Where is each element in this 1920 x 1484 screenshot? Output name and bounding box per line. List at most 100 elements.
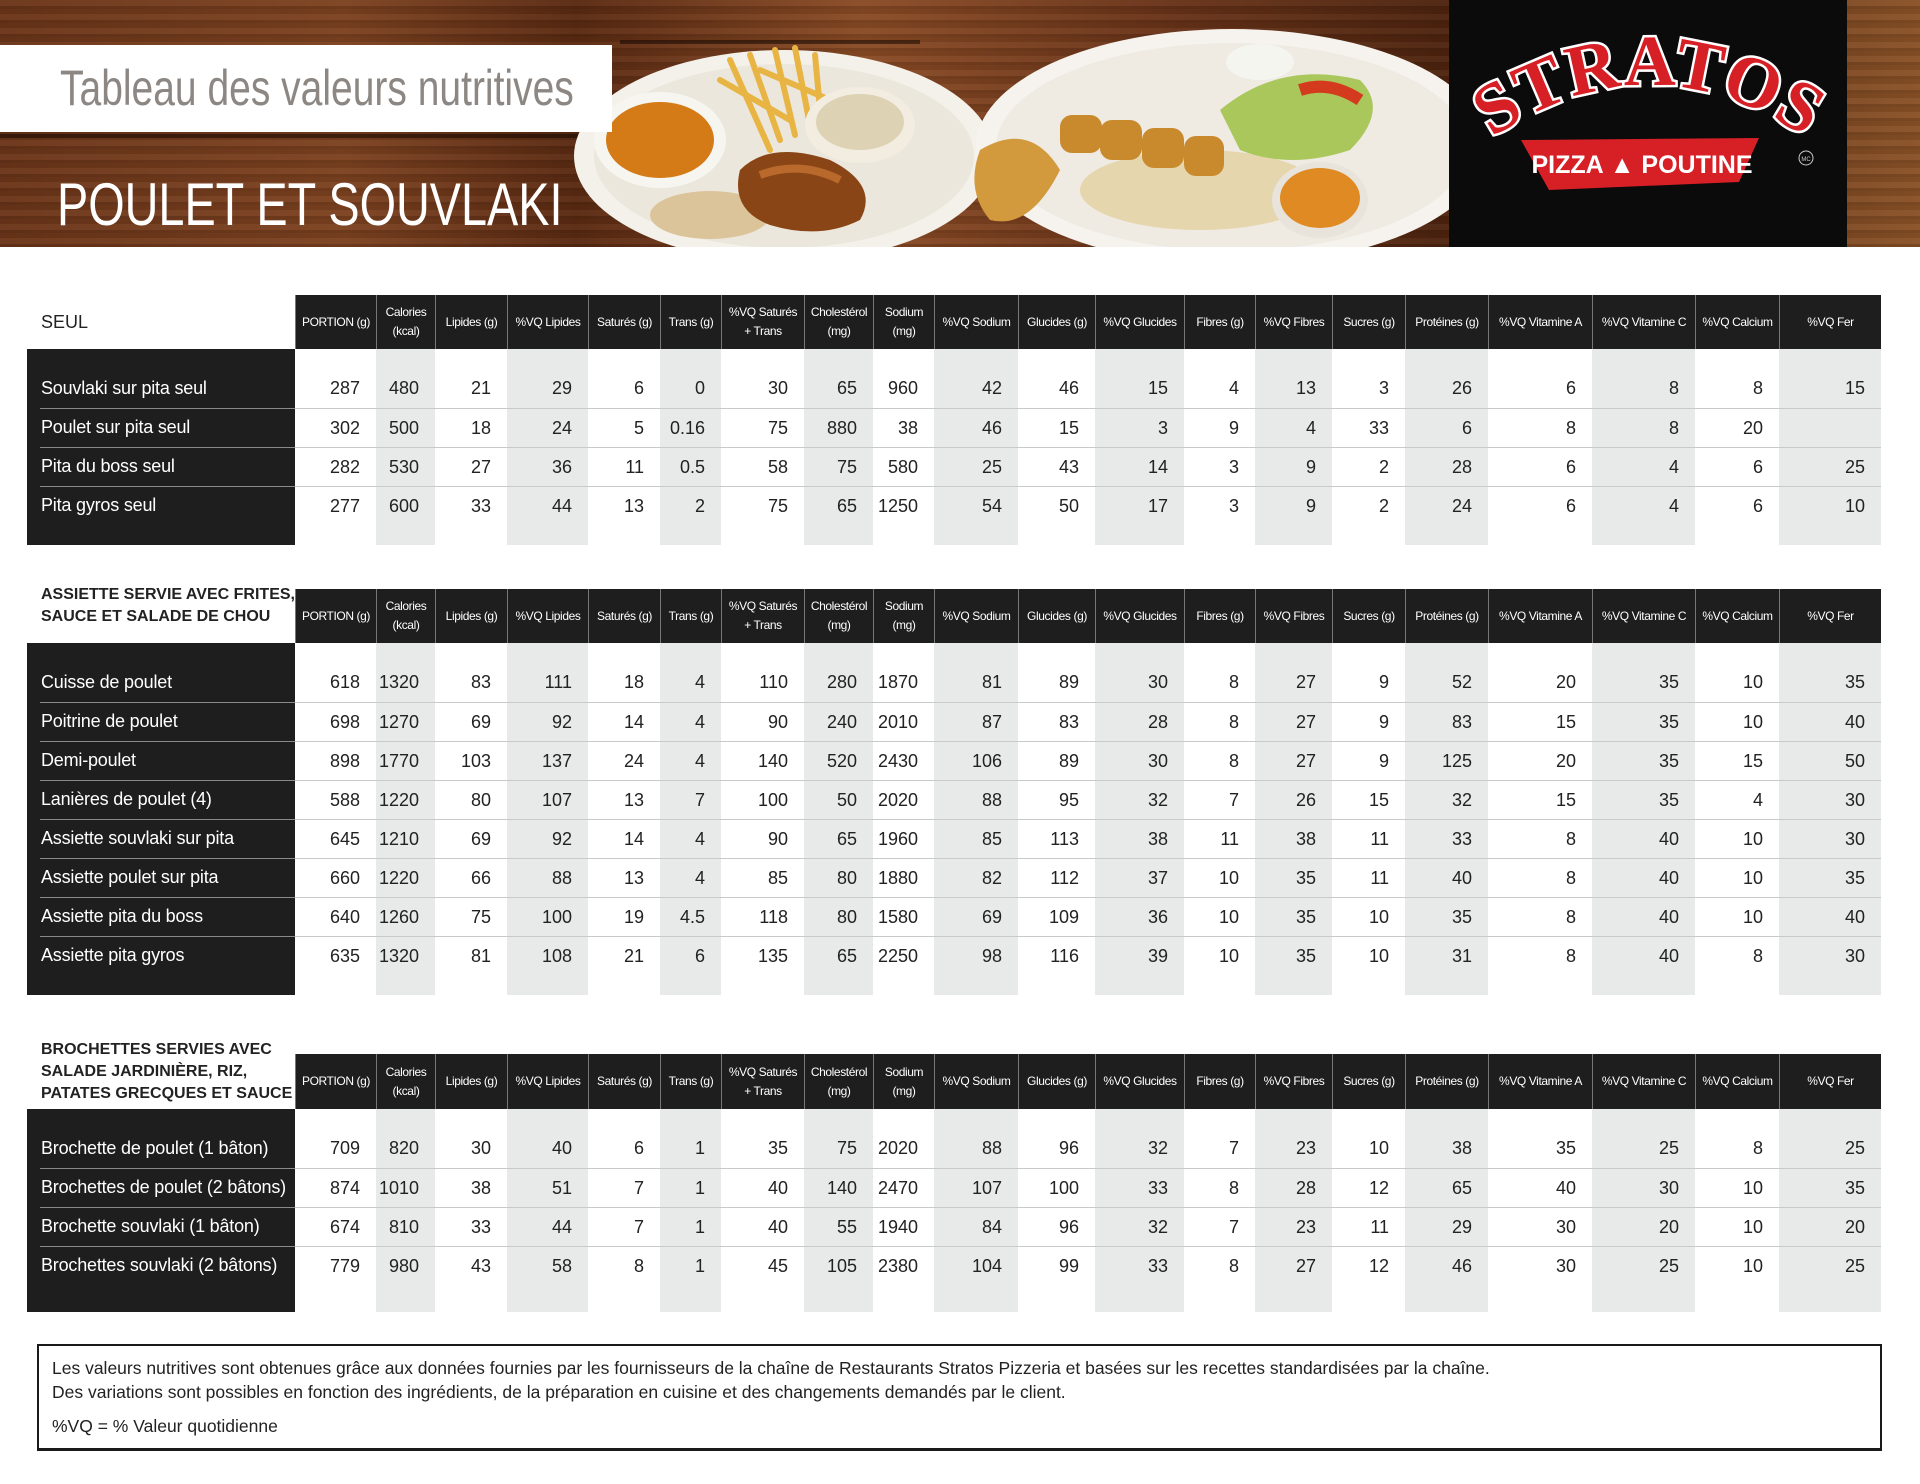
- table-cell: 4: [1668, 496, 1679, 516]
- nutrition-table-section: SEUL PORTION (g) Calories (kcal) Lipides (g…: [27, 295, 1881, 545]
- table-cell: 137: [541, 751, 572, 771]
- table-cell: 40: [767, 1217, 788, 1237]
- table-cell: 24: [1451, 496, 1472, 516]
- table-cell: 88: [981, 790, 1002, 810]
- table-cell: 30: [1147, 751, 1168, 771]
- table-cell: 1870: [877, 672, 918, 692]
- table-cell: 25: [981, 457, 1002, 477]
- column-header: PORTION (g): [295, 589, 376, 643]
- table-cell: 2470: [877, 1178, 918, 1198]
- table-cell: 4: [694, 829, 705, 849]
- table-cell: 46: [1451, 1256, 1472, 1276]
- table-cell: 10: [1742, 1217, 1763, 1237]
- table-cell: 18: [470, 418, 491, 438]
- table-cell: 6: [633, 1138, 644, 1158]
- row-label: Assiette pita du boss: [27, 897, 295, 936]
- column-header: Glucides (g): [1018, 295, 1095, 349]
- row-label: Brochettes de poulet (2 bâtons): [27, 1168, 295, 1207]
- column-header: Sucres (g): [1332, 1054, 1405, 1109]
- table-cell: 8: [1565, 946, 1576, 966]
- table-cell: 874: [329, 1178, 360, 1198]
- table-row: 674 810 33 44 7 1 40 55 1940 84 96 32 7 23 11 29 30 20 10 2…: [295, 1207, 1881, 1246]
- column-header: Calories (kcal): [376, 295, 435, 349]
- row-label: Assiette souvlaki sur pita: [27, 819, 295, 858]
- table-cell: 113: [1050, 829, 1079, 849]
- table-cell: 32: [1147, 1138, 1168, 1158]
- table-cell: 1770: [378, 751, 419, 771]
- table-cell: 11: [1370, 829, 1389, 849]
- table-cell: 8: [1752, 1138, 1763, 1158]
- table-cell: 33: [1368, 418, 1389, 438]
- section-title: BROCHETTES SERVIES AVEC SALADE JARDINIÈR…: [27, 1020, 295, 1109]
- table-cell: 2020: [877, 790, 918, 810]
- table-cell: 8: [1228, 672, 1239, 692]
- table-cell: 30: [767, 378, 788, 398]
- table-cell: 277: [329, 496, 360, 516]
- column-header: %VQ Lipides: [507, 589, 588, 643]
- table-cell: 18: [623, 672, 644, 692]
- table-cell: 1220: [378, 790, 419, 810]
- table-cell: 31: [1451, 946, 1472, 966]
- table-cell: 30: [1555, 1256, 1576, 1276]
- table-cell: 1880: [877, 868, 918, 888]
- table-cell: 20: [1555, 751, 1576, 771]
- column-stripe: [660, 1109, 721, 1312]
- table-cell: 9: [1378, 672, 1389, 692]
- table-cell: 1320: [378, 672, 419, 692]
- table-cell: 6: [694, 946, 705, 966]
- table-cell: 42: [981, 378, 1002, 398]
- column-header: %VQ Fer: [1779, 295, 1881, 349]
- table-cell: 45: [767, 1256, 788, 1276]
- column-stripe: [507, 1109, 588, 1312]
- column-stripe: [1255, 1109, 1332, 1312]
- table-cell: 29: [551, 378, 572, 398]
- row-label: Demi-poulet: [27, 741, 295, 780]
- table-cell: 8: [1565, 868, 1576, 888]
- table-cell: 17: [1147, 496, 1168, 516]
- table-cell: 65: [836, 496, 857, 516]
- table-cell: 6: [1565, 457, 1576, 477]
- table-cell: 980: [388, 1256, 419, 1276]
- table-cell: 25: [1658, 1138, 1679, 1158]
- subtitle-box: Tableau des valeurs nutritives: [0, 45, 612, 132]
- column-header: %VQ Saturés + Trans: [721, 295, 804, 349]
- table-cell: 2: [1378, 457, 1389, 477]
- column-header: Cholestérol (mg): [804, 295, 873, 349]
- table-cell: 90: [767, 712, 788, 732]
- table-header-row: BROCHETTES SERVIES AVEC SALADE JARDINIÈR…: [27, 1020, 1881, 1109]
- table-cell: 1320: [378, 946, 419, 966]
- table-cell: 15: [1058, 418, 1079, 438]
- table-cell: 2020: [877, 1138, 918, 1158]
- table-row: 660 1220 66 88 13 4 85 80 1880 82 112 37 10 35 11 40 8 40…: [295, 858, 1881, 897]
- table-cell: 1: [694, 1217, 705, 1237]
- stratos-logo: STRATOS PIZZA ▲ POUTINE MC: [1456, 18, 1841, 190]
- table-cell: 32: [1451, 790, 1472, 810]
- table-cell: 90: [767, 829, 788, 849]
- table-cell: 75: [836, 457, 857, 477]
- table-cell: 83: [1058, 712, 1079, 732]
- table-cell: 8: [1668, 418, 1679, 438]
- table-cell: 35: [767, 1138, 788, 1158]
- table-cell: [1779, 409, 1881, 447]
- column-header: %VQ Sodium: [934, 589, 1018, 643]
- table-cell: 33: [1451, 829, 1472, 849]
- table-cell: 38: [470, 1178, 491, 1198]
- table-cell: 13: [1295, 378, 1316, 398]
- table-cell: 4: [1668, 457, 1679, 477]
- column-header: Lipides (g): [435, 295, 507, 349]
- table-cell: 96: [1058, 1138, 1079, 1158]
- table-cell: 30: [1147, 672, 1168, 692]
- table-cell: 287: [329, 378, 360, 398]
- table-cell: 89: [1058, 672, 1079, 692]
- table-cell: 11: [1370, 1217, 1389, 1237]
- table-cell: 6: [633, 378, 644, 398]
- table-cell: 108: [541, 946, 572, 966]
- table-cell: 54: [981, 496, 1002, 516]
- table-cell: 140: [757, 751, 788, 771]
- table-cell: 30: [1555, 1217, 1576, 1237]
- table-cell: 15: [1742, 751, 1763, 771]
- column-header: %VQ Fibres: [1255, 295, 1332, 349]
- table-cell: 30: [1844, 946, 1865, 966]
- table-cell: 21: [623, 946, 644, 966]
- table-cell: 50: [836, 790, 857, 810]
